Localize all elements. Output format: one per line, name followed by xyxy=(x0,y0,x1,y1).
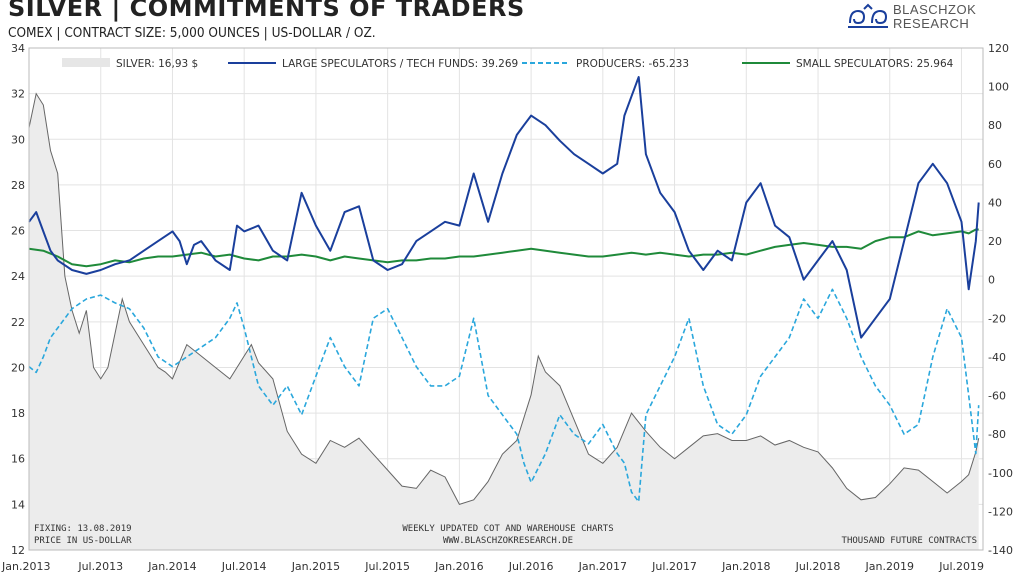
right-tick-label: -80 xyxy=(988,428,1006,441)
right-tick-label: -60 xyxy=(988,390,1006,403)
right-tick-label: -100 xyxy=(988,467,1013,480)
left-axis-ticks: 12 14 16 18 20 22 24 26 28 30 32 34 xyxy=(11,42,25,557)
footnote-price-unit: PRICE IN US-DOLLAR xyxy=(34,536,132,546)
legend-label: SMALL SPECULATORS: 25.964 xyxy=(796,58,954,70)
logo-line-1: BLASCHZOK xyxy=(893,2,977,17)
page-subtitle: COMEX | CONTRACT SIZE: 5,000 OUNCES | US… xyxy=(8,25,376,41)
legend: SILVER: 16,93 $ LARGE SPECULATORS / TECH … xyxy=(62,58,954,70)
x-tick-label: Jul.2014 xyxy=(221,560,267,573)
right-tick-label: -40 xyxy=(988,351,1006,364)
legend-swatch xyxy=(62,58,110,67)
left-tick-label: 32 xyxy=(11,88,25,101)
silver-price-area xyxy=(28,92,980,551)
footnote-weekly: WEEKLY UPDATED COT AND WAREHOUSE CHARTS xyxy=(402,524,613,534)
left-tick-label: 22 xyxy=(11,316,25,329)
right-tick-label: -140 xyxy=(988,544,1013,557)
right-tick-label: 40 xyxy=(988,196,1002,209)
x-tick-label: Jul.2019 xyxy=(938,560,984,573)
left-tick-label: 24 xyxy=(11,270,25,283)
series-lines xyxy=(28,76,980,503)
left-tick-label: 28 xyxy=(11,179,25,192)
x-tick-label: Jul.2015 xyxy=(364,560,410,573)
page-title: SILVER | COMMITMENTS OF TRADERS xyxy=(8,0,525,22)
plot-frame xyxy=(28,47,984,551)
brand-logo: BLASCHZOK RESEARCH xyxy=(846,3,1016,33)
legend-label: PRODUCERS: -65.233 xyxy=(576,58,689,70)
left-tick-label: 30 xyxy=(11,133,25,146)
logo-emblem-icon xyxy=(848,3,888,28)
left-tick-label: 12 xyxy=(11,544,25,557)
silver-price-line xyxy=(28,92,980,505)
producers-line xyxy=(28,288,980,503)
footnote-fixing: FIXING: 13.08.2019 xyxy=(34,524,132,534)
x-axis-ticks: Jan.2013 Jul.2013 Jan.2014 Jul.2014 Jan.2015… xyxy=(1,560,984,573)
x-tick-label: Jul.2016 xyxy=(508,560,554,573)
footnote-contracts-unit: THOUSAND FUTURE CONTRACTS xyxy=(842,536,977,546)
right-tick-label: 100 xyxy=(988,81,1009,94)
x-tick-label: Jan.2018 xyxy=(721,560,770,573)
x-tick-label: Jan.2019 xyxy=(865,560,914,573)
right-tick-label: -20 xyxy=(988,312,1006,325)
x-tick-label: Jul.2017 xyxy=(651,560,697,573)
right-tick-label: 20 xyxy=(988,235,1002,248)
right-tick-label: -120 xyxy=(988,505,1013,518)
left-tick-label: 26 xyxy=(11,225,25,238)
left-tick-label: 16 xyxy=(11,453,25,466)
left-tick-label: 34 xyxy=(11,42,25,55)
right-tick-label: 0 xyxy=(988,274,995,287)
left-tick-label: 18 xyxy=(11,407,25,420)
legend-label: SILVER: 16,93 $ xyxy=(116,58,198,70)
footnotes: FIXING: 13.08.2019 PRICE IN US-DOLLAR WE… xyxy=(34,524,977,546)
logo-text: BLASCHZOK RESEARCH xyxy=(893,3,976,31)
footnote-website: WWW.BLASCHZOKRESEARCH.DE xyxy=(443,536,573,546)
x-tick-label: Jan.2017 xyxy=(578,560,627,573)
x-tick-label: Jan.2014 xyxy=(147,560,196,573)
large-speculators-line xyxy=(28,76,980,339)
right-tick-label: 80 xyxy=(988,119,1002,132)
left-tick-label: 14 xyxy=(11,498,25,511)
legend-label: LARGE SPECULATORS / TECH FUNDS: 39.269 xyxy=(282,58,518,70)
silver-price-fill xyxy=(29,93,979,551)
right-tick-label: 60 xyxy=(988,158,1002,171)
x-tick-label: Jul.2013 xyxy=(77,560,123,573)
logo-line-2: RESEARCH xyxy=(893,16,970,31)
x-tick-label: Jan.2015 xyxy=(291,560,340,573)
x-tick-label: Jan.2013 xyxy=(1,560,50,573)
right-tick-label: 120 xyxy=(988,42,1009,55)
x-tick-label: Jul.2018 xyxy=(795,560,841,573)
left-tick-label: 20 xyxy=(11,361,25,374)
x-tick-label: Jan.2016 xyxy=(434,560,483,573)
right-axis-ticks: -140 -120 -100 -80 -60 -40 -20 0 20 40 60 80 100 120 xyxy=(988,42,1013,557)
